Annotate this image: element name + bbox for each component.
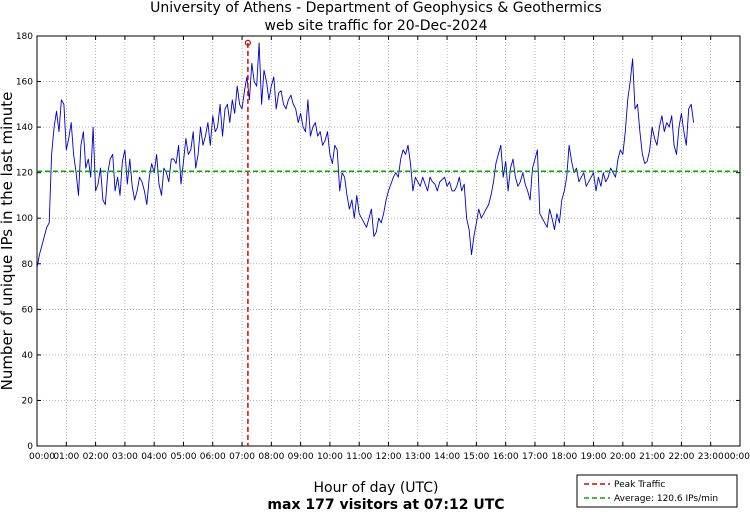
x-tick-label: 06:00 (200, 452, 226, 462)
y-tick-label: 40 (22, 351, 34, 361)
y-tick-label: 160 (16, 78, 33, 88)
traffic-series-line (36, 42, 695, 269)
x-tick-label: 05:00 (170, 452, 196, 462)
grid-layer (37, 36, 740, 446)
x-tick-label: 07:00 (229, 452, 255, 462)
peak-summary: max 177 visitors at 07:12 UTC (267, 497, 504, 511)
y-tick-label: 60 (22, 305, 34, 315)
x-tick-label: 04:00 (141, 452, 167, 462)
chart-subtitle: web site traffic for 20-Dec-2024 (265, 18, 488, 34)
reference-lines (37, 39, 740, 446)
y-tick-label: 120 (16, 169, 33, 179)
x-tick-label: 18:00 (551, 452, 577, 462)
x-tick-label: 22:00 (668, 452, 694, 462)
y-tick-label: 80 (22, 260, 34, 270)
x-tick-label: 11:00 (346, 452, 372, 462)
x-tick-label: 02:00 (83, 452, 109, 462)
x-tick-label: 00:00 (29, 452, 55, 462)
x-tick-label: 19:00 (581, 452, 607, 462)
x-tick-label: 16:00 (493, 452, 519, 462)
x-tick-label: 00:00 (724, 452, 750, 462)
x-tick-label: 17:00 (522, 452, 548, 462)
legend: Peak Traffic Average: 120.6 IPs/min (576, 474, 738, 508)
x-tick-label: 15:00 (463, 452, 489, 462)
x-tick-label: 01:00 (53, 452, 79, 462)
chart-title: University of Athens - Department of Geo… (150, 0, 602, 16)
x-tick-label: 23:00 (698, 452, 724, 462)
x-tick-label: 09:00 (288, 452, 314, 462)
legend-average-label: Average: 120.6 IPs/min (614, 494, 718, 504)
y-tick-label: 0 (27, 442, 33, 452)
x-tick-label: 10:00 (317, 452, 343, 462)
x-axis-label: Hour of day (UTC) (314, 480, 439, 496)
y-tick-label: 180 (16, 32, 33, 42)
y-tick-label: 140 (16, 123, 33, 133)
y-tick-label: 20 (22, 396, 34, 406)
series-layer (36, 42, 695, 269)
x-tick-label: 21:00 (639, 452, 665, 462)
legend-box (576, 474, 738, 508)
x-tick-label: 14:00 (434, 452, 460, 462)
x-tick-label: 03:00 (112, 452, 138, 462)
y-axis-label: Number of unique IPs in the last minute (0, 92, 16, 391)
y-tick-label: 100 (16, 214, 33, 224)
x-tick-label: 12:00 (376, 452, 402, 462)
x-tick-label: 20:00 (610, 452, 636, 462)
legend-peak-label: Peak Traffic (614, 480, 665, 490)
x-tick-label: 13:00 (405, 452, 431, 462)
x-tick-label: 08:00 (258, 452, 284, 462)
peak-marker (244, 39, 251, 46)
